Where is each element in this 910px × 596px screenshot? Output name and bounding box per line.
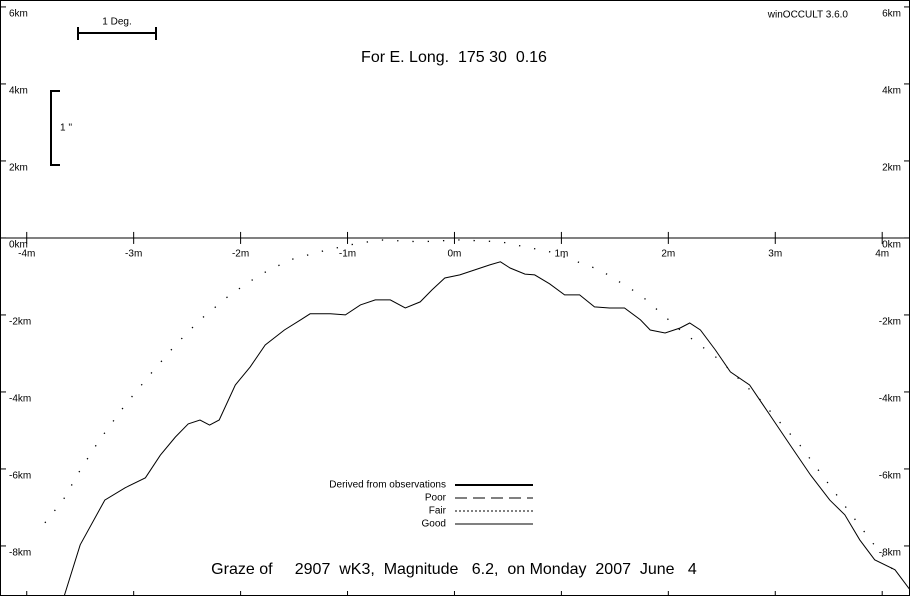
- y-tick-label: 4km: [9, 86, 28, 97]
- software-label: winOCCULT 3.6.0: [767, 10, 849, 21]
- scale-bar-label: 1 Deg.: [102, 17, 131, 28]
- x-tick-label: 1m: [554, 249, 568, 260]
- y-tick-label: 6km: [9, 9, 28, 20]
- x-tick-label: -4m: [18, 249, 35, 260]
- y-tick-label: -8km: [9, 548, 31, 559]
- x-tick-label: 4m: [875, 249, 889, 260]
- y-tick-label: 6km: [882, 9, 901, 20]
- y-tick-label: 2km: [9, 163, 28, 174]
- x-tick-label: 0m: [448, 249, 462, 260]
- legend-label: Fair: [429, 506, 447, 517]
- legend-label: Good: [422, 519, 446, 530]
- y-tick-label: 0km: [9, 240, 28, 251]
- y-tick-label: 4km: [882, 86, 901, 97]
- legend-label: Derived from observations: [329, 480, 446, 491]
- y-tick-label: 0km: [882, 240, 901, 251]
- y-tick-label: -2km: [879, 317, 901, 328]
- profile-line: [63, 261, 910, 596]
- y-tick-label: -2km: [9, 317, 31, 328]
- x-tick-label: -2m: [232, 249, 249, 260]
- y-tick-label: -6km: [879, 471, 901, 482]
- y-tick-label: 2km: [882, 163, 901, 174]
- x-tick-label: -1m: [339, 249, 356, 260]
- x-tick-label: 3m: [768, 249, 782, 260]
- y-tick-label: -4km: [879, 394, 901, 405]
- legend-label: Poor: [425, 493, 447, 504]
- chart-title: For E. Long. 175 30 0.16: [361, 49, 547, 66]
- chart-subtitle: Graze of 2907 wK3, Magnitude 6.2, on Mon…: [211, 561, 697, 578]
- x-tick-label: -3m: [125, 249, 142, 260]
- y-tick-label: -8km: [879, 548, 901, 559]
- x-tick-label: 2m: [661, 249, 675, 260]
- y-tick-label: -4km: [9, 394, 31, 405]
- y-tick-label: -6km: [9, 471, 31, 482]
- scale-bar-label: 1 '': [60, 123, 72, 134]
